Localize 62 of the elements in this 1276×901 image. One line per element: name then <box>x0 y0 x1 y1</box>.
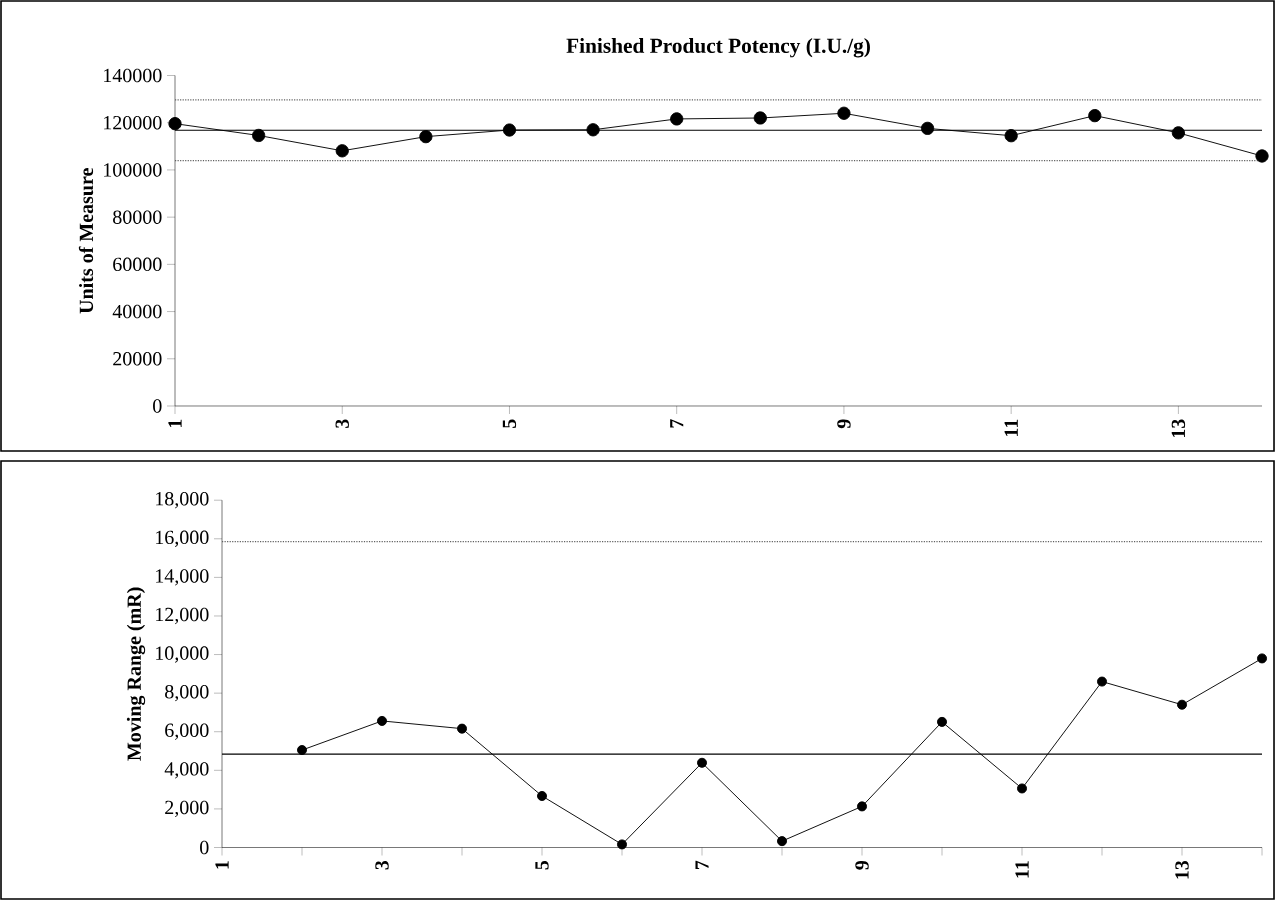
chart-title: Finished Product Potency (I.U./g) <box>566 37 870 58</box>
point <box>1255 149 1269 163</box>
point <box>937 716 948 727</box>
y-axis-title: Moving Range (mR) <box>126 587 146 761</box>
x-tick-label: 1 <box>168 419 182 428</box>
point <box>537 790 548 801</box>
x-tick-label: 7 <box>670 419 684 428</box>
y-tick-label: 140000 <box>104 68 162 83</box>
point <box>297 745 308 756</box>
y-tick-label: 8,000 <box>165 684 209 702</box>
point <box>252 128 266 143</box>
x-tick-label: 13 <box>1171 419 1186 438</box>
y-tick-label: 0 <box>153 399 162 413</box>
y-tick-label: 6,000 <box>165 723 209 740</box>
x-tick-label: 13 <box>1175 860 1189 879</box>
x-tick-label: 11 <box>1015 861 1029 878</box>
point <box>335 144 349 158</box>
point <box>617 839 628 850</box>
x-tick-label: 9 <box>837 419 851 429</box>
y-axis-title: Units of Measure <box>78 168 94 314</box>
y-tick-label: 4,000 <box>164 762 209 779</box>
point <box>837 106 851 120</box>
y-tick-label: 20000 <box>113 352 162 366</box>
point <box>1088 109 1102 123</box>
y-tick-label: 120000 <box>104 115 162 130</box>
point <box>920 121 935 135</box>
point <box>697 757 708 768</box>
point <box>1257 653 1268 664</box>
point <box>457 723 468 734</box>
point <box>1177 699 1188 710</box>
point <box>670 112 684 126</box>
x-tick-label: 5 <box>535 860 549 870</box>
y-tick-label: 60000 <box>113 257 162 272</box>
point <box>857 801 868 812</box>
y-tick-label: 12,000 <box>156 607 209 625</box>
y-tick-label: 10,000 <box>156 646 209 663</box>
y-tick-label: 40000 <box>112 304 162 319</box>
point <box>168 117 182 131</box>
point <box>1017 783 1028 794</box>
point <box>419 130 433 144</box>
y-tick-label: 16,000 <box>156 530 209 547</box>
point <box>502 123 517 137</box>
point <box>1004 129 1018 143</box>
point <box>1171 126 1185 140</box>
x-tick-label: 9 <box>855 860 869 870</box>
point <box>753 111 767 125</box>
point <box>777 836 788 847</box>
y-tick-label: 14,000 <box>156 569 209 586</box>
point <box>586 123 600 137</box>
y-tick-label: 0 <box>200 840 209 855</box>
point <box>377 715 388 726</box>
y-tick-label: 18,000 <box>156 492 209 509</box>
x-tick-label: 11 <box>1004 419 1018 436</box>
x-tick-label: 7 <box>695 860 709 870</box>
x-tick-label: 1 <box>215 861 229 869</box>
x-tick-label: 3 <box>375 860 389 870</box>
x-tick-label: 3 <box>335 419 349 428</box>
y-tick-label: 100000 <box>104 163 162 177</box>
y-tick-label: 2,000 <box>165 800 209 818</box>
x-tick-label: 5 <box>502 419 517 428</box>
y-tick-label: 80000 <box>113 210 162 224</box>
point <box>1097 676 1108 687</box>
